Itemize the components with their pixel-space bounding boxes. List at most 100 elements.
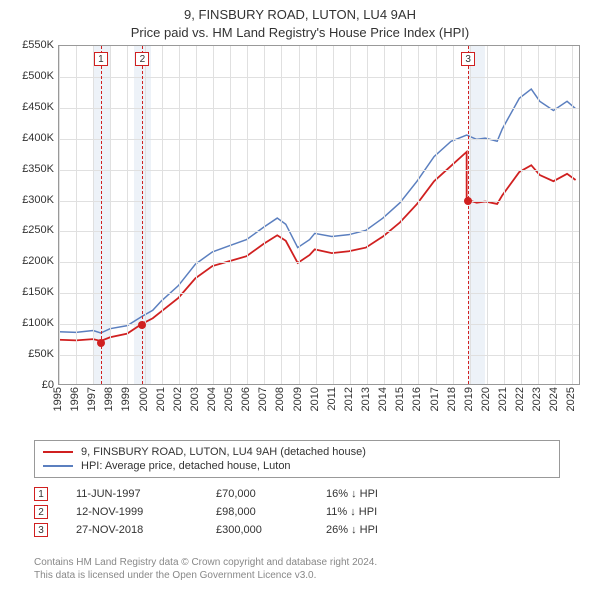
x-tick-label: 2019 [463, 387, 475, 411]
event-row-num-box: 1 [34, 487, 48, 501]
x-tick-label: 2013 [360, 387, 372, 411]
gridline-h [59, 108, 579, 109]
series-line-subject [59, 152, 576, 341]
x-tick-label: 2022 [514, 387, 526, 411]
x-tick-label: 2003 [189, 387, 201, 411]
event-row: 111-JUN-1997£70,00016% ↓ HPI [34, 485, 560, 503]
event-row-date: 12-NOV-1999 [76, 506, 216, 518]
y-tick-label: £500K [10, 70, 54, 82]
gridline-v [76, 46, 77, 384]
y-tick-label: £50K [10, 348, 54, 360]
event-marker-line [468, 46, 469, 384]
title-line-2: Price paid vs. HM Land Registry's House … [0, 24, 600, 42]
y-tick-label: £300K [10, 194, 54, 206]
series-svg [59, 46, 579, 384]
event-row-diff: 26% ↓ HPI [326, 524, 446, 536]
event-row-diff: 11% ↓ HPI [326, 506, 446, 518]
gridline-v [384, 46, 385, 384]
x-tick-label: 1998 [103, 387, 115, 411]
gridline-h [59, 262, 579, 263]
event-row-date: 11-JUN-1997 [76, 488, 216, 500]
footer-line: Contains HM Land Registry data © Crown c… [34, 556, 377, 569]
event-row-price: £300,000 [216, 524, 326, 536]
y-tick-label: £0 [10, 379, 54, 391]
x-tick-label: 2007 [257, 387, 269, 411]
gridline-v [196, 46, 197, 384]
gridline-v [470, 46, 471, 384]
event-row: 327-NOV-2018£300,00026% ↓ HPI [34, 521, 560, 539]
gridline-v [247, 46, 248, 384]
gridline-v [179, 46, 180, 384]
x-tick-label: 2008 [274, 387, 286, 411]
legend-item: 9, FINSBURY ROAD, LUTON, LU4 9AH (detach… [43, 445, 551, 459]
legend: 9, FINSBURY ROAD, LUTON, LU4 9AH (detach… [34, 440, 560, 478]
x-tick-label: 2017 [429, 387, 441, 411]
gridline-v [367, 46, 368, 384]
x-tick-label: 2000 [138, 387, 150, 411]
gridline-v [504, 46, 505, 384]
x-tick-label: 2020 [480, 387, 492, 411]
y-tick-label: £100K [10, 317, 54, 329]
x-tick-label: 2012 [343, 387, 355, 411]
gridline-v [333, 46, 334, 384]
x-tick-label: 2011 [326, 387, 338, 411]
y-tick-label: £350K [10, 163, 54, 175]
gridline-v [213, 46, 214, 384]
x-tick-label: 1997 [86, 387, 98, 411]
y-tick-label: £150K [10, 286, 54, 298]
gridline-v [418, 46, 419, 384]
chart-area: 123 £0£50K£100K£150K£200K£250K£300K£350K… [10, 45, 590, 435]
plot-area: 123 [58, 45, 580, 385]
gridline-h [59, 201, 579, 202]
gridline-v [162, 46, 163, 384]
x-tick-label: 2001 [155, 387, 167, 411]
gridline-v [572, 46, 573, 384]
legend-label: HPI: Average price, detached house, Luto… [81, 460, 291, 472]
event-row: 2 12-NOV-1999£98,00011% ↓ HPI [34, 503, 560, 521]
footer-attribution: Contains HM Land Registry data © Crown c… [34, 556, 377, 582]
event-row-price: £98,000 [216, 506, 326, 518]
chart-title: 9, FINSBURY ROAD, LUTON, LU4 9AH Price p… [0, 0, 600, 41]
x-tick-label: 1996 [69, 387, 81, 411]
gridline-v [350, 46, 351, 384]
gridline-h [59, 170, 579, 171]
gridline-v [538, 46, 539, 384]
event-marker-line [142, 46, 143, 384]
y-tick-label: £400K [10, 132, 54, 144]
gridline-h [59, 293, 579, 294]
event-row-num-box: 2 [34, 505, 48, 519]
legend-item: HPI: Average price, detached house, Luto… [43, 459, 551, 473]
x-tick-label: 2016 [411, 387, 423, 411]
gridline-h [59, 139, 579, 140]
gridline-v [555, 46, 556, 384]
x-tick-label: 2018 [446, 387, 458, 411]
x-tick-label: 2005 [223, 387, 235, 411]
gridline-v [521, 46, 522, 384]
event-marker-box: 2 [135, 52, 149, 66]
event-dot [464, 197, 472, 205]
x-tick-label: 1999 [120, 387, 132, 411]
legend-label: 9, FINSBURY ROAD, LUTON, LU4 9AH (detach… [81, 446, 366, 458]
gridline-v [230, 46, 231, 384]
gridline-v [264, 46, 265, 384]
event-marker-box: 3 [461, 52, 475, 66]
x-tick-label: 2025 [565, 387, 577, 411]
gridline-h [59, 324, 579, 325]
y-tick-label: £200K [10, 255, 54, 267]
event-row-diff: 16% ↓ HPI [326, 488, 446, 500]
x-tick-label: 2023 [531, 387, 543, 411]
x-tick-label: 2006 [240, 387, 252, 411]
y-tick-label: £550K [10, 39, 54, 51]
gridline-v [127, 46, 128, 384]
x-tick-label: 2010 [309, 387, 321, 411]
x-tick-label: 2015 [394, 387, 406, 411]
x-tick-label: 2021 [497, 387, 509, 411]
event-row-date: 27-NOV-2018 [76, 524, 216, 536]
gridline-v [299, 46, 300, 384]
gridline-v [453, 46, 454, 384]
title-line-1: 9, FINSBURY ROAD, LUTON, LU4 9AH [0, 6, 600, 24]
event-dot [97, 339, 105, 347]
events-table: 111-JUN-1997£70,00016% ↓ HPI212-NOV-1999… [34, 485, 560, 539]
gridline-v [93, 46, 94, 384]
event-dot [138, 321, 146, 329]
